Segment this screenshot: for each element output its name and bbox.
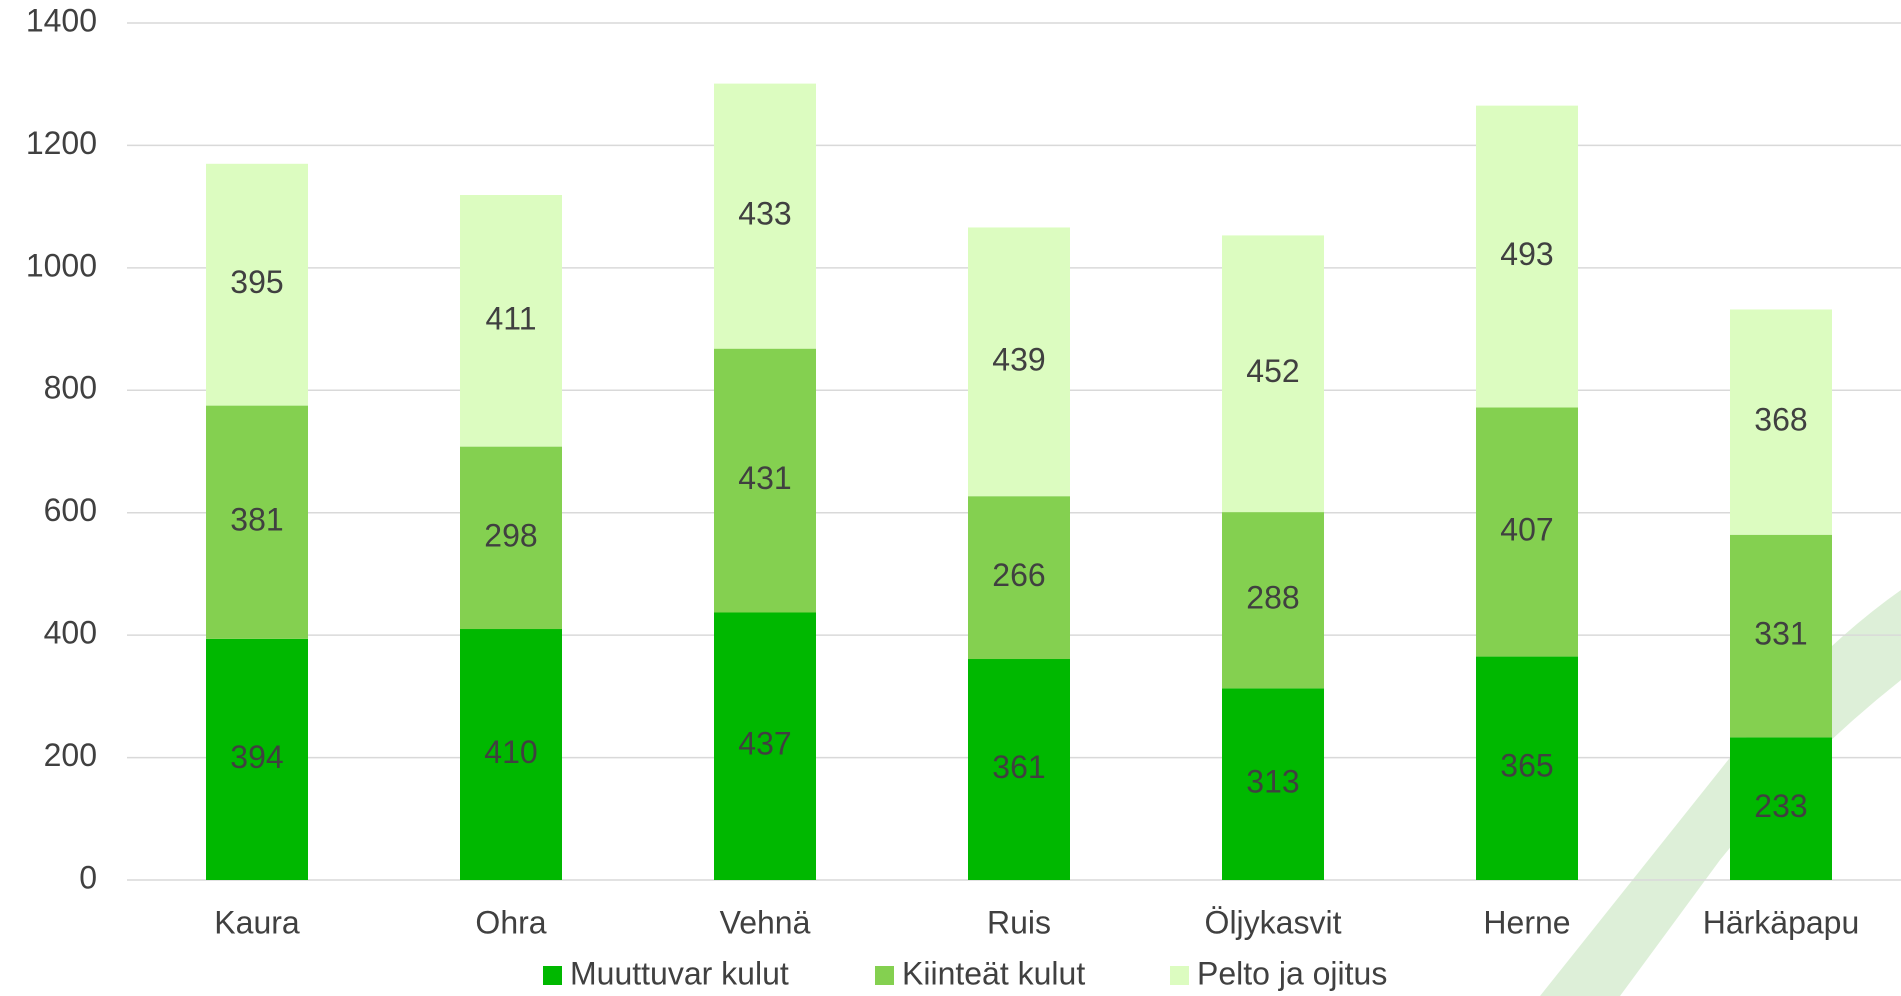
bar-segment: [1476, 105, 1578, 408]
y-tick-label: 1000: [26, 247, 97, 283]
data-label: 437: [738, 726, 791, 762]
bar-segment: [1730, 309, 1832, 535]
data-label: 365: [1500, 748, 1553, 784]
data-label: 407: [1500, 511, 1553, 547]
y-tick-label: 0: [79, 859, 97, 895]
data-label: 313: [1246, 764, 1299, 800]
y-tick-label: 200: [44, 737, 97, 773]
x-tick-label: Kaura: [214, 904, 300, 940]
y-tick-label: 800: [44, 370, 97, 406]
bar-segment: [206, 405, 308, 639]
data-label: 394: [230, 739, 283, 775]
x-tick-label: Herne: [1483, 904, 1570, 940]
bar-segment: [714, 348, 816, 613]
bar-segment: [1222, 512, 1324, 689]
legend-swatch: [543, 966, 562, 985]
data-label: 411: [485, 300, 536, 336]
data-label: 452: [1246, 353, 1299, 389]
data-label: 381: [230, 502, 283, 538]
data-label: 410: [484, 734, 537, 770]
bar-segment: [968, 227, 1070, 497]
bar-segment: [714, 612, 816, 880]
x-tick-label: Öljykasvit: [1205, 904, 1342, 940]
data-label: 431: [738, 460, 791, 496]
bar-segment: [1222, 235, 1324, 513]
bar-segment: [1476, 407, 1578, 657]
bar-segment: [206, 163, 308, 406]
data-label: 361: [992, 749, 1045, 785]
legend-swatch: [1170, 966, 1189, 985]
bar-segment: [1730, 737, 1832, 880]
y-tick-label: 600: [44, 492, 97, 528]
bar-segment: [1730, 534, 1832, 738]
bar-segment: [206, 638, 308, 880]
y-tick-label: 1400: [26, 2, 97, 38]
bar-segment: [460, 629, 562, 880]
data-label: 433: [738, 196, 791, 232]
y-tick-label: 1200: [26, 125, 97, 161]
data-label: 395: [230, 264, 283, 300]
legend-label: Muuttuvar kulut: [570, 955, 789, 991]
data-label: 331: [1754, 616, 1807, 652]
bar-segment: [714, 83, 816, 349]
bar-segment: [460, 446, 562, 630]
bar-segment: [460, 195, 562, 447]
bar-segment: [968, 659, 1070, 880]
bar-segment: [1476, 656, 1578, 880]
legend-swatch: [875, 966, 894, 985]
data-label: 439: [992, 341, 1045, 377]
x-tick-label: Vehnä: [720, 904, 811, 940]
data-label: 233: [1754, 788, 1807, 824]
y-tick-label: 400: [44, 615, 97, 651]
data-label: 368: [1754, 402, 1807, 438]
data-label: 493: [1500, 236, 1553, 272]
x-tick-label: Ruis: [987, 904, 1051, 940]
data-label: 298: [484, 517, 537, 553]
legend-label: Kiinteät kulut: [902, 955, 1085, 991]
bar-segment: [968, 496, 1070, 660]
data-label: 266: [992, 557, 1045, 593]
x-tick-label: Ohra: [475, 904, 546, 940]
data-label: 288: [1246, 580, 1299, 616]
x-tick-label: Härkäpapu: [1703, 904, 1860, 940]
bar-segment: [1222, 688, 1324, 880]
legend-label: Pelto ja ojitus: [1197, 955, 1387, 991]
